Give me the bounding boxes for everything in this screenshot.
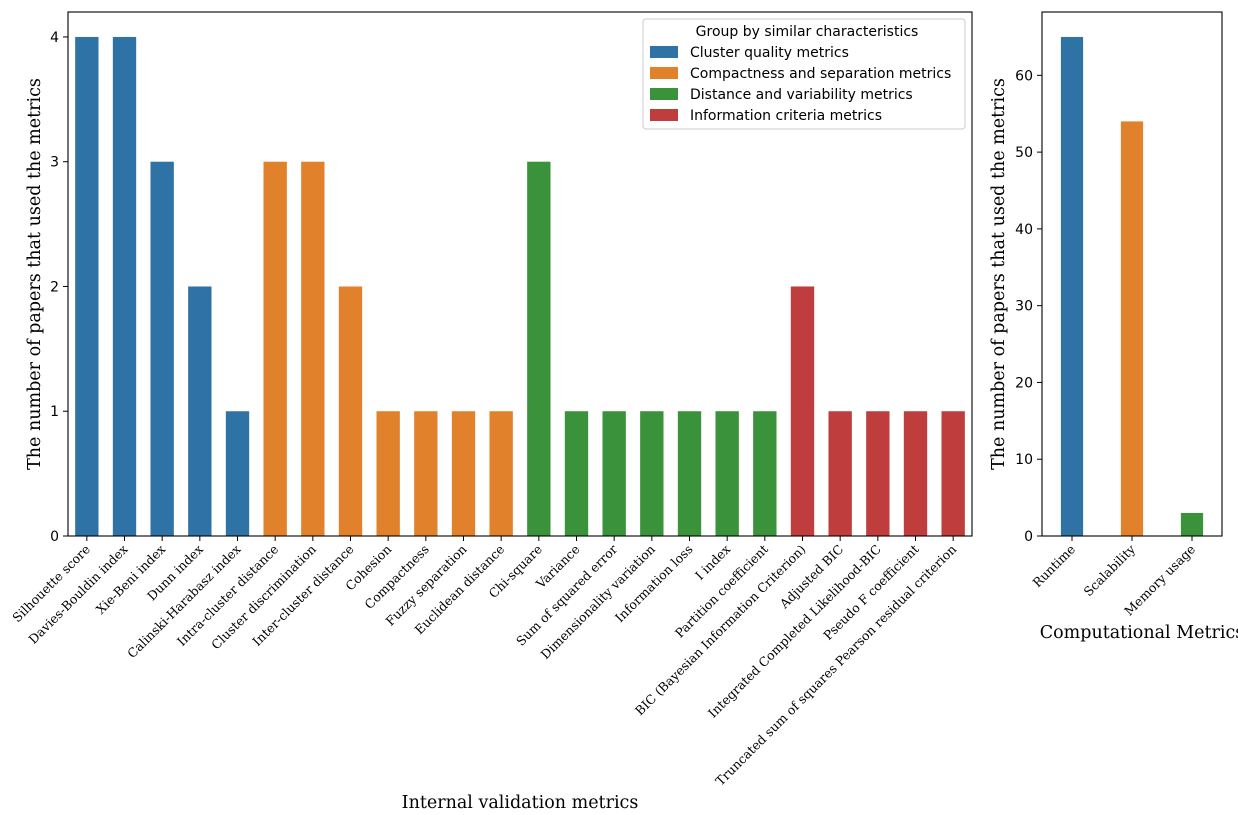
y-tick-label: 10	[1015, 452, 1033, 468]
legend-swatch	[650, 109, 678, 121]
legend-box	[642, 18, 966, 130]
bar-scalability	[1120, 121, 1144, 537]
x-axis-title: Computational Metrics	[1040, 623, 1238, 643]
y-tick-label: 4	[50, 30, 59, 46]
y-tick-label: 60	[1015, 68, 1033, 84]
bar-dimensionality-variation	[640, 411, 664, 536]
bar-cohesion	[376, 411, 400, 536]
legend-entry-label: Cluster quality metrics	[690, 45, 849, 61]
legend-swatch	[650, 46, 678, 58]
bar-dunn-index	[188, 286, 212, 536]
bar-chi-square	[527, 161, 551, 536]
y-tick-label: 50	[1015, 145, 1033, 161]
legend-swatch	[650, 67, 678, 79]
bar-pseudo-f-coefficient	[903, 411, 928, 536]
y-tick-label: 2	[50, 279, 59, 295]
bar-compactness	[414, 411, 438, 536]
legend: Group by similar characteristics Cluster …	[642, 18, 966, 130]
bar-cluster-discrimination	[301, 161, 325, 536]
y-tick-label: 30	[1015, 299, 1033, 315]
bar-adjusted-bic	[828, 411, 852, 536]
bar-fuzzy-separation	[451, 411, 476, 536]
bar-euclidean-distance	[489, 411, 513, 536]
x-axis-title: Internal validation metrics	[402, 793, 639, 813]
legend-swatch	[650, 88, 678, 100]
bar-partition-coefficient	[753, 411, 777, 536]
y-tick-label: 0	[1024, 529, 1033, 545]
y-tick-label: 40	[1015, 222, 1033, 238]
bar-silhouette-score	[75, 36, 99, 536]
legend-entry-label: Distance and variability metrics	[690, 87, 913, 103]
bar-davies-bouldin-index	[112, 36, 137, 536]
legend-title: Group by similar characteristics	[696, 24, 919, 40]
y-tick-label: 0	[50, 529, 59, 545]
y-axis-title: The number of papers that used the metri…	[25, 78, 45, 470]
legend-entry-label: Information criteria metrics	[690, 108, 882, 124]
x-tick-label: Scalability	[1080, 541, 1138, 599]
bar-memory-usage	[1180, 512, 1204, 536]
bar-i-index	[715, 411, 739, 536]
bar-runtime	[1060, 36, 1084, 536]
legend-entry-label: Compactness and separation metrics	[690, 66, 951, 82]
bar-xie-beni-index	[150, 161, 174, 536]
bar-bic-bayesian-information-criterion	[790, 286, 815, 536]
y-tick-label: 1	[50, 404, 59, 420]
bar-variance	[564, 411, 589, 536]
y-tick-label: 20	[1015, 375, 1033, 391]
bar-calinski-harabasz-index	[225, 411, 250, 536]
bar-integrated-completed-likelihood-bic	[866, 411, 890, 536]
bar-information-loss	[677, 411, 702, 536]
plot-frame	[67, 11, 973, 537]
bar-inter-cluster-distance	[338, 286, 363, 536]
x-tick-label: Runtime	[1029, 542, 1078, 591]
bar-intra-cluster-distance	[263, 161, 287, 536]
x-tick-label: Integrated Completed Likelihood-BIC	[705, 542, 884, 721]
bar-truncated-sum-of-squares-pearson-residual-criterion	[941, 411, 965, 536]
y-axis-title: The number of papers that used the metri…	[989, 78, 1009, 470]
bar-sum-of-squared-error	[602, 411, 626, 536]
y-tick-label: 3	[50, 155, 59, 171]
